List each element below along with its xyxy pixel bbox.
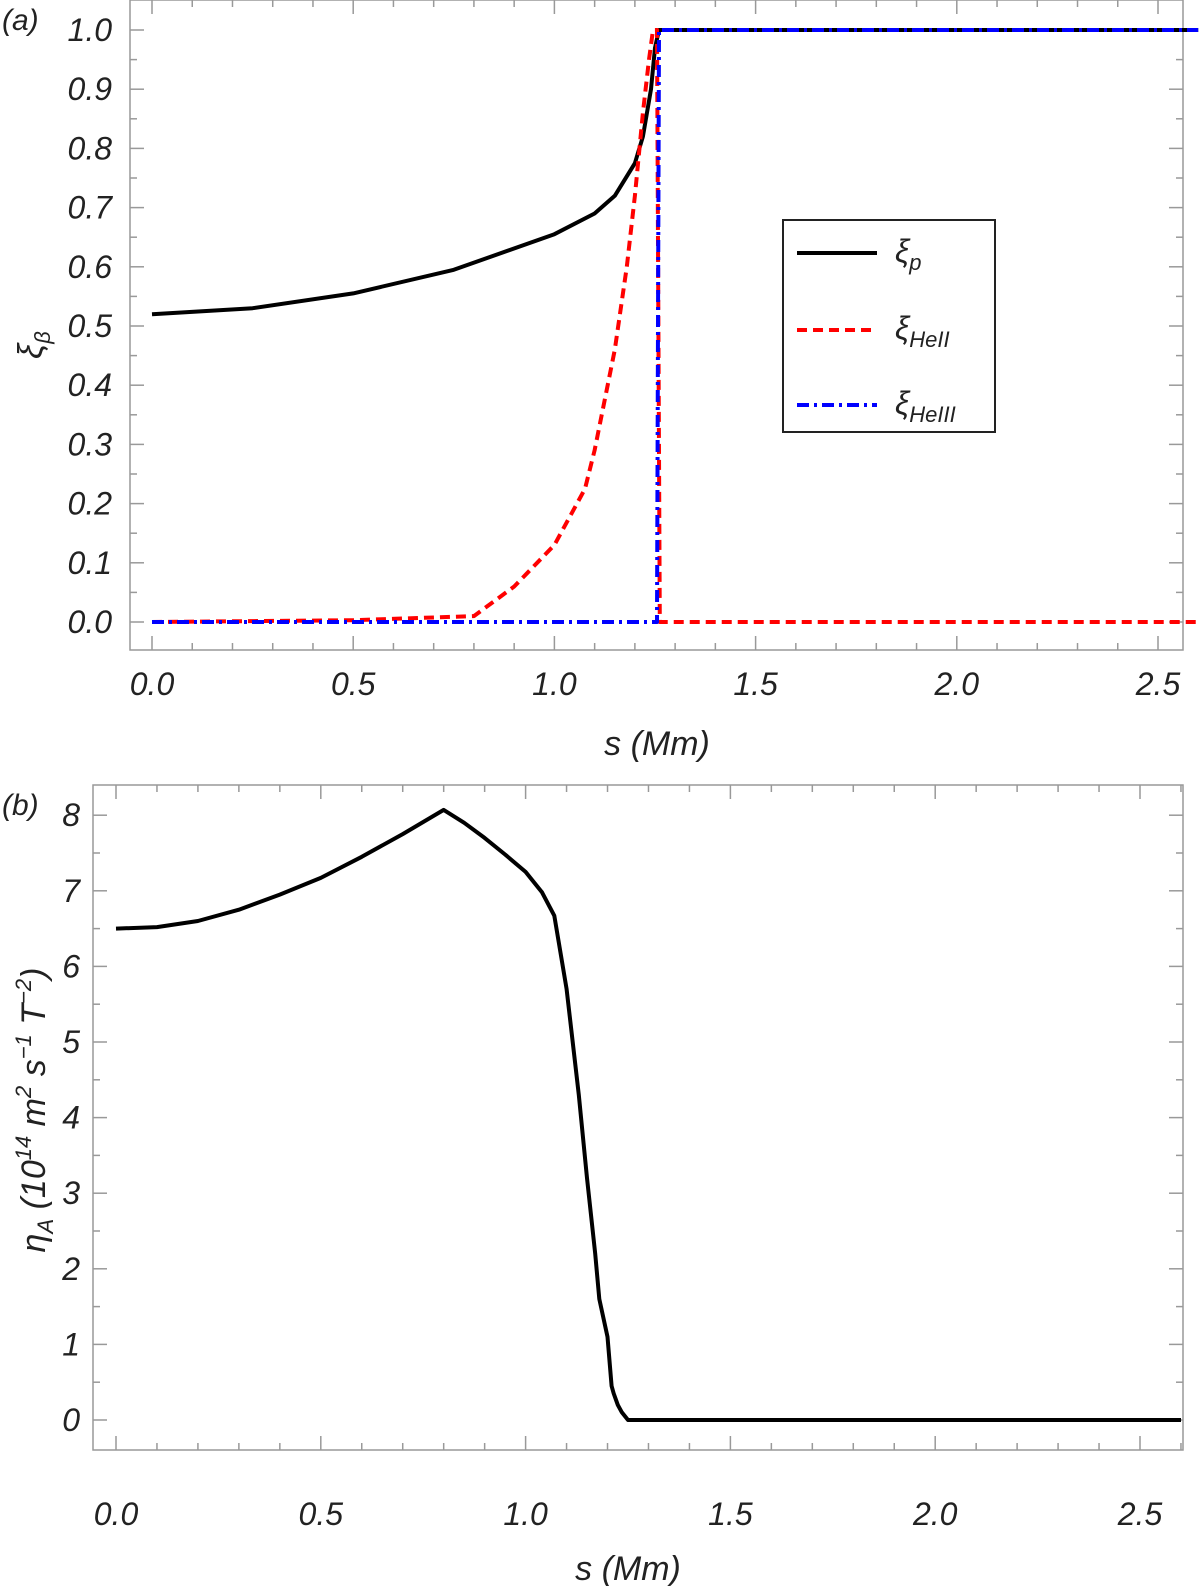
panel-a-ylabel: ξβ bbox=[12, 331, 55, 359]
x-tick-label: 1.5 bbox=[733, 666, 778, 702]
lg-sub: HeII bbox=[909, 327, 949, 352]
panel-a: 0.0 0.5 1.0 1.5 2.0 2.5 0.0 0.1 0.2 0.3 0.4 0.5 0.6 0… bbox=[68, 0, 1199, 702]
panel-a-xlabel: s (Mm) bbox=[604, 725, 710, 763]
series-line-ξHeIII bbox=[152, 28, 1199, 624]
lg-main: ξ bbox=[895, 310, 911, 346]
y-tick-label: 0.1 bbox=[68, 545, 112, 581]
legend-label-xi-heiii: ξHeIII bbox=[895, 385, 956, 427]
x-tick-label: 1.5 bbox=[708, 1496, 753, 1532]
yb-exp2: 2 bbox=[11, 1086, 36, 1099]
y-tick-label: 5 bbox=[62, 1024, 80, 1060]
x-tick-label: 0.0 bbox=[130, 666, 175, 702]
plot-frame bbox=[129, 0, 1184, 651]
legend-label-xi-heii: ξHeII bbox=[895, 310, 950, 352]
panel-a-label: (a) bbox=[2, 4, 39, 37]
y-tick-label: 0.4 bbox=[68, 367, 112, 403]
yb-T: T bbox=[15, 1002, 53, 1034]
y-tick-label: 0 bbox=[62, 1402, 80, 1438]
y-tick-label: 2 bbox=[61, 1251, 80, 1287]
lg-main: ξ bbox=[895, 385, 911, 421]
lg-main: ξ bbox=[895, 233, 911, 269]
ylabel-main: ξ bbox=[12, 342, 50, 359]
y-tick-label: 3 bbox=[62, 1175, 80, 1211]
y-tick-label: 0.7 bbox=[68, 190, 114, 226]
y-tick-label: 0.6 bbox=[68, 249, 113, 285]
x-tick-label: 1.0 bbox=[503, 1496, 548, 1532]
yb-close: ) bbox=[15, 968, 53, 983]
yb-m: m bbox=[15, 1098, 53, 1136]
x-tick-label: 2.0 bbox=[912, 1496, 958, 1532]
x-tick-label: 0.5 bbox=[331, 666, 376, 702]
series-line-series-0 bbox=[115, 807, 1181, 1422]
y-tick-label: 0.2 bbox=[68, 486, 113, 522]
panel-b: 0.0 0.5 1.0 1.5 2.0 2.5 0 1 2 3 4 5 6 7 8 bbox=[61, 784, 1184, 1532]
yb-exp4: −2 bbox=[11, 979, 36, 1004]
panel-b-xlabel: s (Mm) bbox=[575, 1550, 681, 1586]
panel-b-ylabel: ηA (1014 m2 s−1 T−2) bbox=[11, 968, 58, 1253]
y-tick-label: 1.0 bbox=[68, 12, 113, 48]
y-tick-label: 6 bbox=[62, 948, 80, 984]
y-tick-label: 0.5 bbox=[68, 308, 113, 344]
y-tick-label: 0.9 bbox=[68, 71, 113, 107]
y-tick-label: 4 bbox=[62, 1100, 80, 1136]
y-tick-label: 0.0 bbox=[68, 604, 113, 640]
panel-b-label: (b) bbox=[2, 789, 39, 822]
x-tick-label: 2.5 bbox=[1135, 666, 1181, 702]
yb-s: s bbox=[15, 1059, 53, 1085]
legend-label-xi-p: ξp bbox=[895, 233, 922, 275]
x-tick-label: 1.0 bbox=[532, 666, 577, 702]
plot-frame bbox=[92, 784, 1184, 1451]
y-tick-label: 0.8 bbox=[68, 130, 113, 166]
yb-unit: (10 bbox=[15, 1160, 53, 1219]
x-tick-label: 0.0 bbox=[94, 1496, 139, 1532]
yb-exp3: −1 bbox=[11, 1034, 36, 1059]
ylabel-sub: β bbox=[30, 331, 55, 345]
legend: ξp ξHeII ξHeIII bbox=[782, 219, 996, 433]
x-tick-label: 2.5 bbox=[1117, 1496, 1163, 1532]
yb-sub: A bbox=[33, 1219, 58, 1236]
y-tick-label: 8 bbox=[62, 797, 80, 833]
y-tick-label: 1 bbox=[62, 1326, 80, 1362]
x-tick-label: 2.0 bbox=[934, 666, 980, 702]
lg-sub: HeIII bbox=[909, 402, 955, 427]
y-tick-label: 7 bbox=[62, 873, 81, 909]
x-tick-label: 0.5 bbox=[299, 1496, 344, 1532]
series-line-ξp bbox=[151, 28, 1199, 317]
y-tick-label: 0.3 bbox=[68, 426, 113, 462]
yb-exp1: 14 bbox=[11, 1136, 36, 1160]
series-line-ξHeII bbox=[151, 28, 1199, 624]
yb-main: η bbox=[15, 1234, 53, 1253]
legend-box bbox=[782, 219, 996, 433]
lg-sub: p bbox=[908, 250, 921, 275]
